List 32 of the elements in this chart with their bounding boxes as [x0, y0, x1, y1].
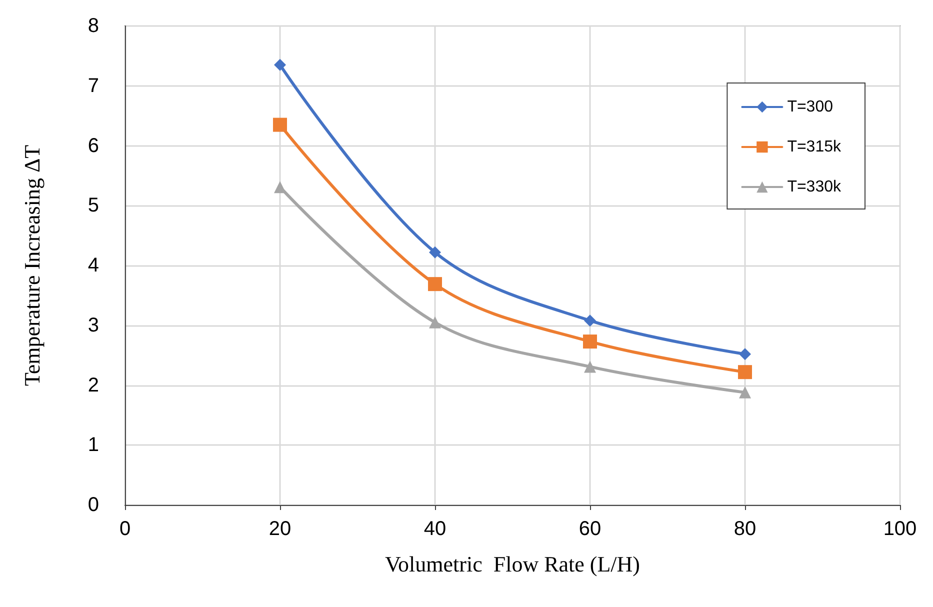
y-axis-title: Temperature Increasing ΔT — [20, 144, 44, 386]
x-tick-label: 100 — [883, 518, 917, 540]
point — [739, 386, 751, 398]
legend-label: T=315k — [787, 138, 842, 156]
point — [274, 58, 286, 71]
legend-label: T=300 — [787, 98, 834, 116]
y-tick-label: 6 — [88, 134, 99, 157]
point — [583, 334, 597, 349]
x-axis-title: Volumetric Flow Rate (L/H) — [385, 552, 640, 576]
y-tick-label: 5 — [88, 194, 99, 217]
y-tick-label: 2 — [88, 374, 99, 396]
point — [739, 348, 751, 360]
x-tick-label: 0 — [119, 518, 131, 540]
point — [584, 360, 596, 373]
legend-label: T=330k — [787, 178, 842, 196]
x-tick-label: 40 — [424, 518, 446, 540]
x-tick-label: 80 — [734, 518, 756, 540]
y-tick-label: 7 — [88, 74, 99, 97]
y-tick-label: 3 — [88, 314, 99, 336]
point — [428, 277, 442, 292]
point — [429, 246, 441, 258]
point — [738, 365, 752, 380]
y-tick-label: 8 — [88, 15, 99, 37]
y-tick-label: 1 — [88, 434, 99, 456]
y-tick-label: 0 — [88, 494, 99, 516]
y-tick-label: 4 — [88, 254, 99, 276]
point — [273, 118, 287, 132]
point — [274, 181, 286, 194]
x-tick-label: 60 — [578, 518, 602, 540]
x-tick-label: 20 — [268, 518, 292, 540]
point — [429, 316, 441, 328]
point — [584, 314, 596, 327]
